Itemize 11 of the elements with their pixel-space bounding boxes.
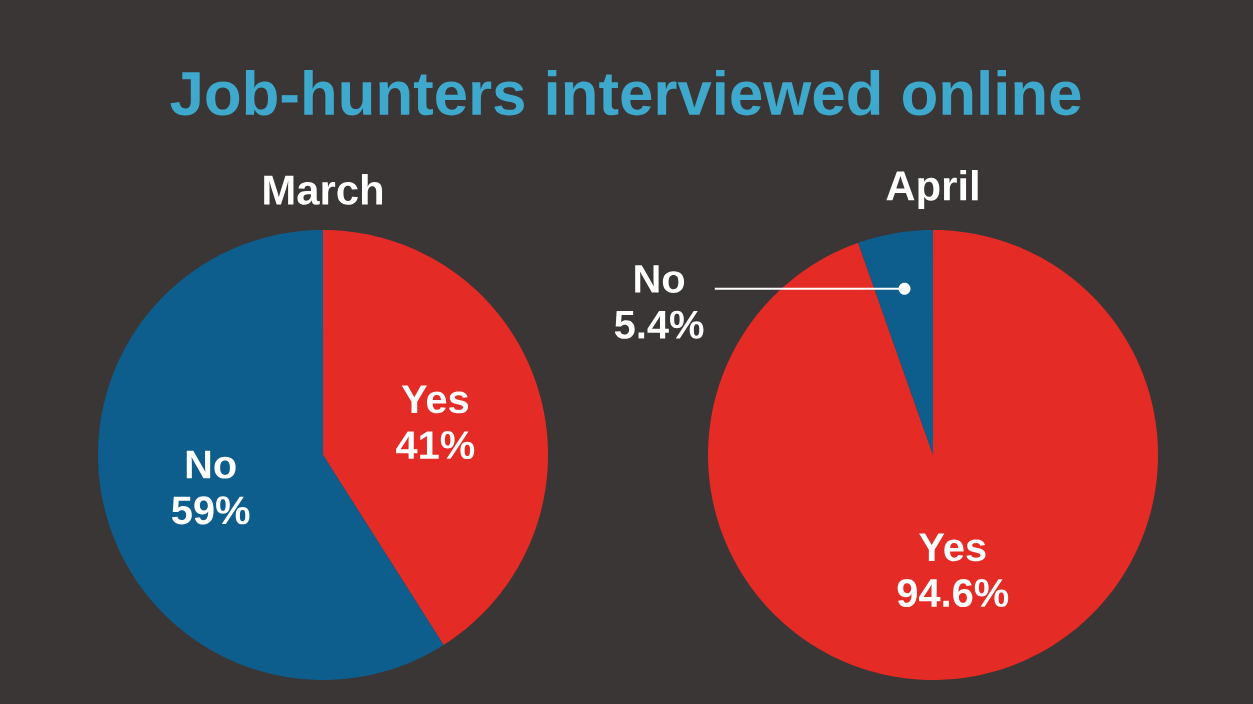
data-label: 94.6% — [897, 578, 1009, 608]
chart-subtitle: April — [886, 169, 978, 209]
data-label: 5.4% — [614, 310, 704, 339]
slice-label: Yes — [401, 385, 469, 414]
slice-label: Yes — [919, 533, 986, 562]
chart-subtitle: March — [264, 174, 383, 205]
data-label: 59% — [171, 496, 250, 525]
slice-label: No — [186, 450, 236, 479]
data-label: 41% — [396, 431, 475, 460]
slice-label: No — [635, 265, 685, 293]
chart-title: Job-hunters interviewed online — [170, 70, 1081, 116]
